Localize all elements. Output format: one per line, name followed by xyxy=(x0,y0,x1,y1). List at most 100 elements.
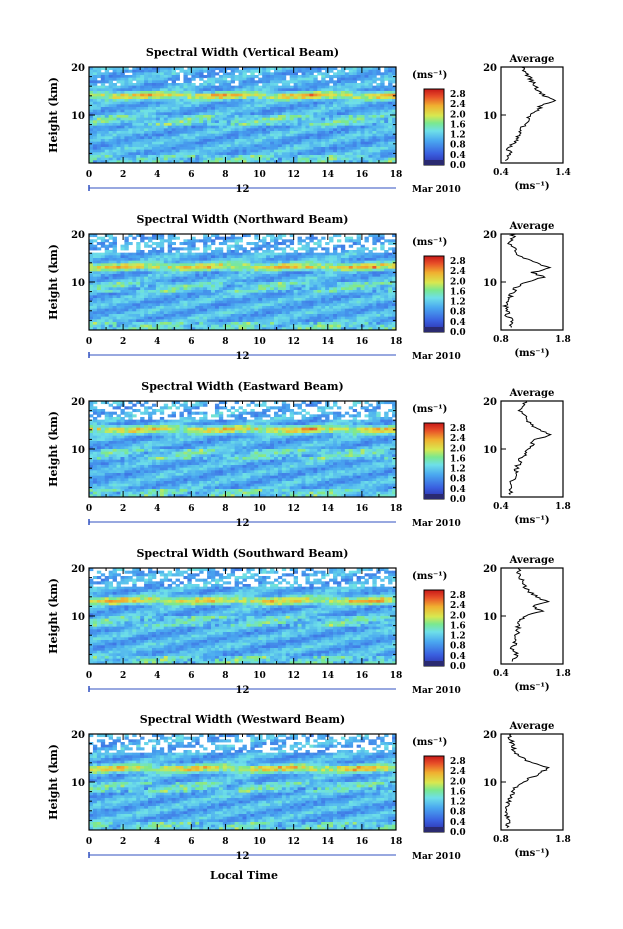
heatmap-cell xyxy=(136,147,141,151)
heatmap-cell xyxy=(167,93,173,97)
heatmap-cell xyxy=(321,112,326,116)
heatmap-cell xyxy=(151,69,157,73)
heatmap-cell xyxy=(207,72,212,76)
heatmap-cell xyxy=(167,67,173,71)
heatmap-cell xyxy=(293,266,299,270)
heatmap-cell xyxy=(155,292,161,296)
heatmap-cell xyxy=(348,155,354,159)
heatmap-cell xyxy=(112,287,117,291)
heatmap-cell xyxy=(281,88,287,92)
heatmap-cell xyxy=(356,133,361,137)
heatmap-cell xyxy=(352,160,358,164)
heatmap-cell xyxy=(222,128,228,132)
heatmap-cell xyxy=(222,77,228,81)
heatmap-cell xyxy=(92,271,98,275)
heatmap-cell xyxy=(92,96,98,100)
heatmap-cell xyxy=(262,274,267,278)
heatmap-cell xyxy=(246,295,251,299)
heatmap-cell xyxy=(348,123,354,127)
heatmap-cell xyxy=(140,133,145,137)
heatmap-cell xyxy=(273,252,279,256)
heatmap-cell xyxy=(262,266,267,270)
heatmap-cell xyxy=(242,141,247,145)
heatmap-cell xyxy=(148,112,153,116)
heatmap-cell xyxy=(116,136,121,140)
heatmap-cell xyxy=(285,287,291,291)
heatmap-cell xyxy=(281,287,287,291)
heatmap-cell xyxy=(313,80,318,84)
heatmap-cell xyxy=(191,144,196,148)
heatmap-cell xyxy=(175,255,180,259)
heatmap-cell xyxy=(360,83,365,87)
heatmap-cell xyxy=(392,274,397,278)
heatmap-cell xyxy=(372,271,377,275)
heatmap-cell xyxy=(336,271,342,275)
heatmap-cell xyxy=(211,128,216,132)
heatmap-cell xyxy=(199,136,204,140)
heatmap-cell xyxy=(297,252,302,256)
heatmap-cell xyxy=(246,306,251,310)
heatmap-cell xyxy=(242,101,247,105)
heatmap-cell xyxy=(273,117,279,121)
heatmap-cell xyxy=(336,139,342,143)
heatmap-cell xyxy=(120,268,125,272)
heatmap-cell xyxy=(277,91,283,95)
heatmap-cell xyxy=(380,136,385,140)
heatmap-cell xyxy=(199,91,204,95)
heatmap-cell xyxy=(163,107,169,111)
heatmap-cell xyxy=(100,104,106,108)
heatmap-cell xyxy=(96,141,102,145)
heatmap-cell xyxy=(140,274,145,278)
heatmap-cell xyxy=(262,96,267,100)
heatmap-cell xyxy=(203,236,208,240)
heatmap-cell xyxy=(195,152,200,156)
heatmap-cell xyxy=(270,260,275,264)
heatmap-cell xyxy=(281,155,287,159)
heatmap-cell xyxy=(329,77,334,81)
heatmap-cell xyxy=(151,117,157,121)
heatmap-cell xyxy=(191,155,196,159)
heatmap-cell xyxy=(301,88,306,92)
heatmap-cell xyxy=(384,88,389,92)
heatmap-cell xyxy=(96,120,102,124)
heatmap-cell xyxy=(352,290,358,294)
heatmap-cell xyxy=(254,120,259,124)
heatmap-cell xyxy=(305,88,310,92)
heatmap-cell xyxy=(230,93,236,97)
heatmap-cell xyxy=(144,120,149,124)
heatmap-cell xyxy=(92,274,98,278)
heatmap-cell xyxy=(340,144,346,148)
heatmap-cell xyxy=(171,88,176,92)
heatmap-cell xyxy=(191,107,196,111)
heatmap-cell xyxy=(356,99,361,103)
heatmap-cell xyxy=(336,128,342,132)
heatmap-cell xyxy=(352,266,358,270)
heatmap-cell xyxy=(151,311,157,315)
heatmap-cell xyxy=(368,303,373,307)
heatmap-cell xyxy=(281,255,287,259)
heatmap-cell xyxy=(104,67,110,71)
heatmap-cell xyxy=(273,93,279,97)
heatmap-cell xyxy=(175,276,180,280)
heatmap-cell xyxy=(301,107,306,111)
heatmap-cell xyxy=(258,96,263,100)
heatmap-cell xyxy=(167,308,173,312)
heatmap-cell xyxy=(92,109,98,113)
heatmap-cell xyxy=(360,152,365,156)
heatmap-cell xyxy=(104,123,110,127)
heatmap-cell xyxy=(325,133,330,137)
heatmap-cell xyxy=(360,141,365,145)
heatmap-cell xyxy=(218,131,224,135)
heatmap-cell xyxy=(124,279,129,283)
heatmap-cell xyxy=(376,117,381,121)
heatmap-cell xyxy=(262,160,267,164)
heatmap-cell xyxy=(313,83,318,87)
heatmap-cell xyxy=(270,104,275,108)
heatmap-cell xyxy=(360,255,365,259)
heatmap-cell xyxy=(281,149,287,153)
heatmap-cell xyxy=(163,311,169,315)
heatmap-cell xyxy=(124,282,129,286)
heatmap-cell xyxy=(214,88,220,92)
heatmap-cell xyxy=(203,141,208,145)
heatmap-cell xyxy=(368,292,373,296)
